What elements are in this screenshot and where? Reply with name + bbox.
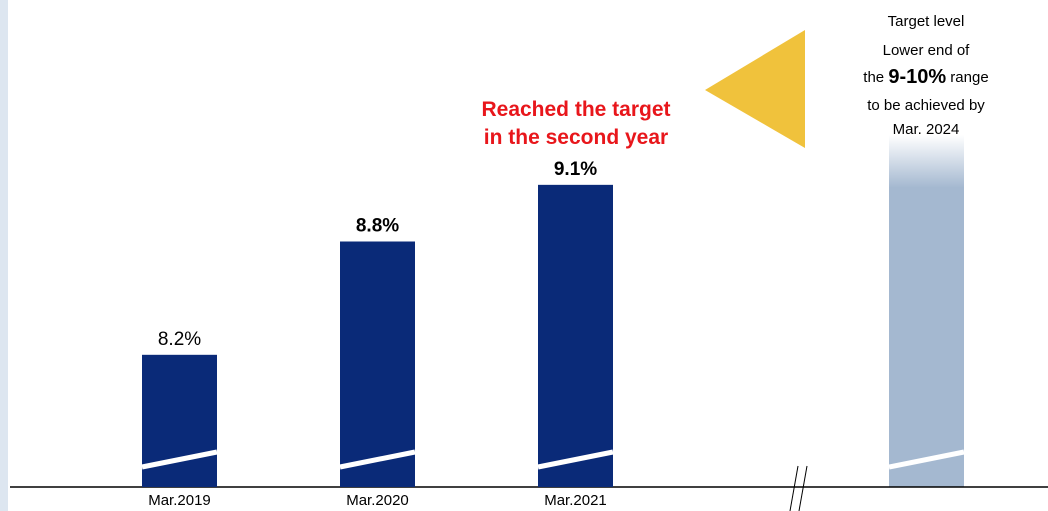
target-text: Mar. 2024	[893, 121, 960, 138]
side-strip	[0, 0, 8, 511]
arrow	[705, 30, 805, 148]
target-text: the	[863, 69, 888, 86]
annotation-line: Reached the target	[481, 98, 670, 121]
target-text: the 9-10% range	[863, 66, 988, 88]
target-text: to be achieved by	[867, 97, 985, 114]
break-mark	[339, 449, 416, 470]
x-tick-label: Mar.2019	[148, 492, 211, 509]
axis-break	[798, 465, 808, 511]
break-mark	[141, 449, 218, 470]
target-bar	[889, 135, 964, 487]
axis-break	[789, 465, 799, 511]
target-text: range	[946, 69, 989, 86]
annotation-line: in the second year	[484, 126, 668, 149]
value-label: 9.1%	[554, 159, 597, 180]
annotation: Reached the target in the second year	[481, 98, 670, 149]
x-tick-label: Mar.2020	[346, 492, 409, 509]
value-label: 8.8%	[356, 216, 399, 237]
break-mark	[888, 449, 965, 470]
x-tick-label: Mar.2021	[544, 492, 607, 509]
bar	[538, 184, 613, 487]
bar	[340, 241, 415, 487]
target-text: Target level	[888, 13, 965, 30]
target-text: Lower end of	[883, 42, 971, 59]
break-mark	[537, 449, 614, 470]
value-label: 8.2%	[158, 329, 201, 350]
target-text: 9-10%	[888, 66, 946, 88]
